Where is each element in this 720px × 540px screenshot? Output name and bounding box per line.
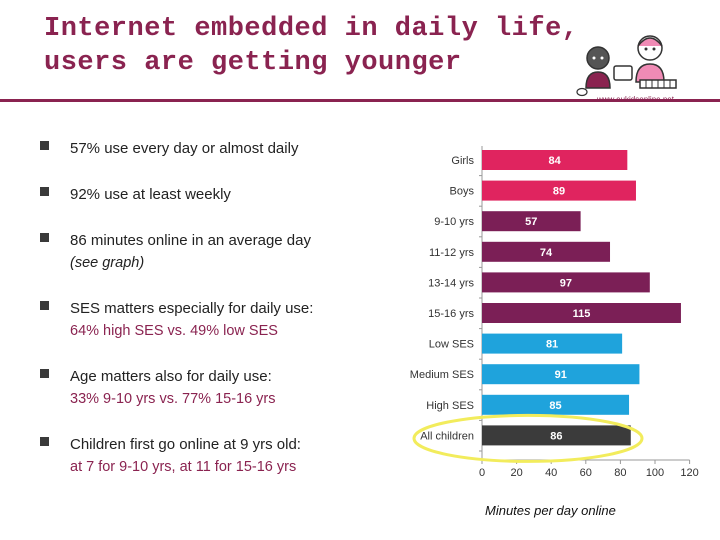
bullet-text: 57% use every day or almost daily <box>70 140 299 157</box>
bullet-subtext: 33% 9-10 yrs vs. 77% 15-16 yrs <box>70 391 276 407</box>
chart-data-label: 86 <box>550 430 562 442</box>
chart-category-label: 9-10 yrs <box>434 216 474 228</box>
bullet-subtext: at 7 for 9-10 yrs, at 11 for 15-16 yrs <box>70 459 297 475</box>
bullet-item: SES matters especially for daily use: 64… <box>40 298 410 342</box>
chart-x-tick-label: 40 <box>545 467 557 479</box>
chart-data-label: 81 <box>546 339 558 351</box>
chart-category-label: Low SES <box>429 339 474 351</box>
chart-bar <box>482 394 630 415</box>
chart-bar <box>482 211 581 232</box>
chart-data-label: 115 <box>573 308 591 320</box>
chart-category-label: Girls <box>451 155 474 167</box>
chart-category-label: All children <box>420 430 474 442</box>
chart-category-label: Boys <box>450 186 475 198</box>
bullet-list: 57% use every day or almost daily 92% us… <box>40 138 410 478</box>
chart-data-label: 84 <box>549 155 562 167</box>
chart-x-tick-label: 20 <box>510 467 522 479</box>
chart-bar <box>482 272 650 293</box>
bullet-marker-icon <box>40 233 49 242</box>
bullet-subtext: (see graph) <box>70 255 145 271</box>
chart-data-label: 97 <box>560 277 572 289</box>
chart-bar <box>482 303 681 323</box>
chart-category-label: 15-16 yrs <box>428 308 474 320</box>
chart-x-tick-label: 120 <box>680 467 698 479</box>
chart-x-tick-label: 100 <box>646 467 664 479</box>
bullet-marker-icon <box>40 369 49 378</box>
bullet-item: 57% use every day or almost daily <box>40 138 410 160</box>
bullet-item: Age matters also for daily use: 33% 9-10… <box>40 366 410 410</box>
chart-x-axis-label: Minutes per day online <box>485 503 616 518</box>
bullet-text: SES matters especially for daily use: <box>70 300 314 317</box>
bullet-item: Children first go online at 9 yrs old: a… <box>40 434 410 478</box>
chart-data-label: 57 <box>525 216 537 228</box>
chart-x-tick-label: 80 <box>614 467 626 479</box>
bullet-marker-icon <box>40 301 49 310</box>
chart-bar <box>482 425 631 446</box>
chart-bar <box>482 180 636 201</box>
chart-data-label: 91 <box>555 369 567 381</box>
chart-highlight-ellipse <box>412 413 644 463</box>
chart-bar <box>482 364 640 385</box>
page-title: Internet embedded in daily life, users a… <box>44 12 578 80</box>
title-divider <box>0 99 720 102</box>
bullet-text: 92% use at least weekly <box>70 186 231 203</box>
bullet-marker-icon <box>40 437 49 446</box>
bullet-subtext: 64% high SES vs. 49% low SES <box>70 323 278 339</box>
chart-data-label: 85 <box>549 400 561 412</box>
bullet-text: 86 minutes online in an average day <box>70 232 311 249</box>
chart-x-tick-label: 60 <box>580 467 592 479</box>
bullet-marker-icon <box>40 187 49 196</box>
bullet-marker-icon <box>40 141 49 150</box>
eu-kids-online-logo <box>576 35 677 97</box>
chart-x-tick-label: 0 <box>479 467 485 479</box>
bullet-item: 92% use at least weekly <box>40 184 410 206</box>
chart-data-label: 74 <box>540 247 553 259</box>
chart-bar <box>482 241 611 262</box>
bullet-item: 86 minutes online in an average day (see… <box>40 230 410 274</box>
chart-category-label: 11-12 yrs <box>429 247 475 259</box>
bullet-text: Age matters also for daily use: <box>70 368 272 385</box>
chart-category-label: High SES <box>426 400 474 412</box>
bullet-text: Children first go online at 9 yrs old: <box>70 436 301 453</box>
chart-category-label: 13-14 yrs <box>428 277 474 289</box>
chart-data-label: 89 <box>553 186 565 198</box>
title-line-2: users are getting younger <box>44 48 462 78</box>
minutes-online-bar-chart: Girls 84 Boys 89 9-10 yrs 57 11-12 yrs 74 13-14 … <box>410 146 699 479</box>
chart-category-label: Medium SES <box>410 369 474 381</box>
chart-bar <box>482 333 623 354</box>
chart-bar <box>482 150 628 170</box>
title-line-1: Internet embedded in daily life, <box>44 14 579 44</box>
